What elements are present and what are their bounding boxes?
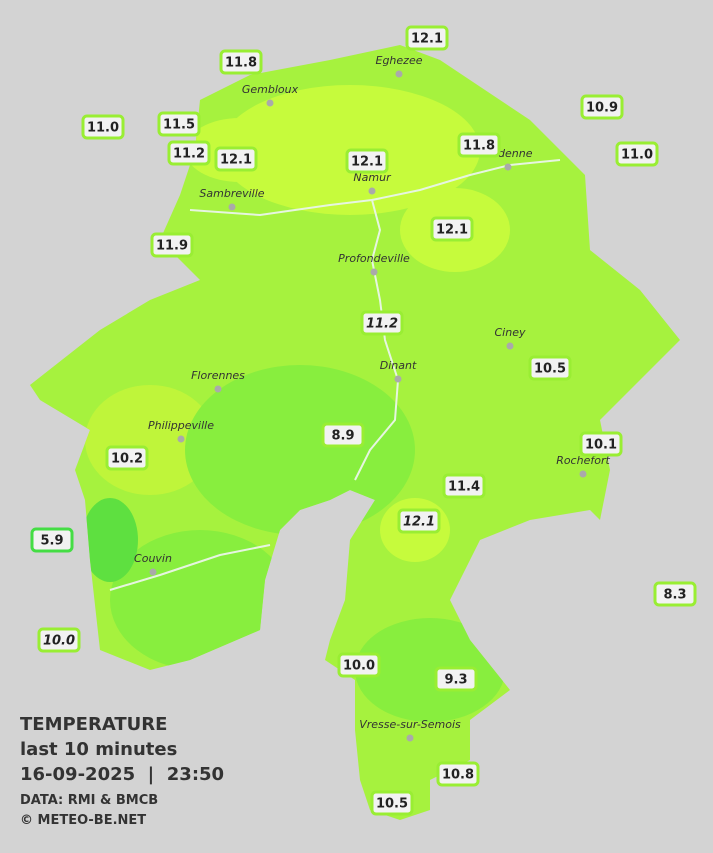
station-box — [580, 94, 624, 120]
city-label: Vresse-sur-Semois — [359, 718, 461, 731]
station-box — [157, 111, 201, 137]
station-value: 12.1 — [436, 223, 468, 238]
city-dot — [149, 568, 157, 576]
station-box — [370, 790, 414, 816]
station-value: 5.9 — [40, 534, 63, 549]
credit: © METEO-BE.NET — [20, 813, 146, 828]
station-box — [397, 508, 441, 534]
station-value: 12.1 — [220, 153, 252, 168]
city-label: Sambreville — [199, 187, 264, 200]
station-value: 11.0 — [621, 148, 653, 163]
station-value: 12.1 — [351, 155, 383, 170]
station-value: 11.2 — [173, 147, 205, 162]
city-dot — [228, 203, 236, 211]
station-value: 11.2 — [366, 317, 398, 332]
station-value: 10.8 — [442, 768, 474, 783]
city-label: Profondeville — [338, 252, 410, 265]
city-dot — [177, 435, 185, 443]
station-value: 11.8 — [225, 56, 257, 71]
station-box — [615, 141, 659, 167]
station-value: 10.0 — [343, 659, 375, 674]
station-box — [528, 355, 572, 381]
station-value: 11.5 — [163, 118, 195, 133]
city-dot — [504, 163, 512, 171]
subtitle: last 10 minutes — [20, 739, 177, 760]
station-value: 12.1 — [411, 32, 443, 47]
station-box — [337, 652, 381, 678]
city-dot — [395, 70, 403, 78]
title: TEMPERATURE — [20, 714, 167, 735]
city-dot — [506, 342, 514, 350]
city-label: Dinant — [380, 359, 417, 372]
station-box — [405, 25, 449, 51]
station-box — [37, 627, 81, 653]
station-box — [442, 473, 486, 499]
station-box — [167, 140, 211, 166]
station-box — [345, 148, 389, 174]
city-label: Philippeville — [148, 419, 214, 432]
station-value: 10.0 — [43, 634, 75, 649]
source: DATA: RMI & BMCB — [20, 793, 158, 808]
city-label: Eghezee — [376, 54, 423, 67]
city-dot — [394, 375, 402, 383]
city-label: Namur — [353, 171, 392, 184]
station-box — [81, 114, 125, 140]
station-value: 12.1 — [403, 515, 435, 530]
city-label: Gembloux — [242, 83, 299, 96]
station-value: 10.1 — [585, 438, 617, 453]
station-value: 10.5 — [376, 797, 408, 812]
station-box — [360, 310, 404, 336]
city-dot — [214, 385, 222, 393]
station-value: 8.9 — [331, 429, 354, 444]
station-value: 9.3 — [444, 673, 467, 688]
station-value: 11.4 — [448, 480, 480, 495]
station-box — [457, 132, 501, 158]
station-box — [150, 232, 194, 258]
city-dot — [370, 268, 378, 276]
city-dot — [368, 187, 376, 195]
station-value: 10.2 — [111, 452, 143, 467]
city-label: Rochefort — [556, 454, 610, 467]
station-value: 11.0 — [87, 121, 119, 136]
station-value: 10.9 — [586, 101, 618, 116]
city-label: Florennes — [191, 369, 245, 382]
station-value: 10.5 — [534, 362, 566, 377]
timestamp: 16-09-2025 | 23:50 — [20, 764, 224, 785]
station-box — [321, 422, 365, 448]
station-box — [653, 581, 697, 607]
city-dot — [579, 470, 587, 478]
city-label: Ciney — [495, 326, 526, 339]
city-dot — [266, 99, 274, 107]
city-dot — [406, 734, 414, 742]
station-box — [214, 146, 258, 172]
station-box — [579, 431, 623, 457]
station-box — [430, 216, 474, 242]
city-label: Couvin — [134, 552, 172, 565]
station-value: 8.3 — [663, 588, 686, 603]
station-value: 11.9 — [156, 239, 188, 254]
station-box — [219, 49, 263, 75]
station-value: 11.8 — [463, 139, 495, 154]
station-box — [436, 761, 480, 787]
station-box — [434, 666, 478, 692]
station-box — [105, 445, 149, 471]
station-box — [30, 527, 74, 553]
